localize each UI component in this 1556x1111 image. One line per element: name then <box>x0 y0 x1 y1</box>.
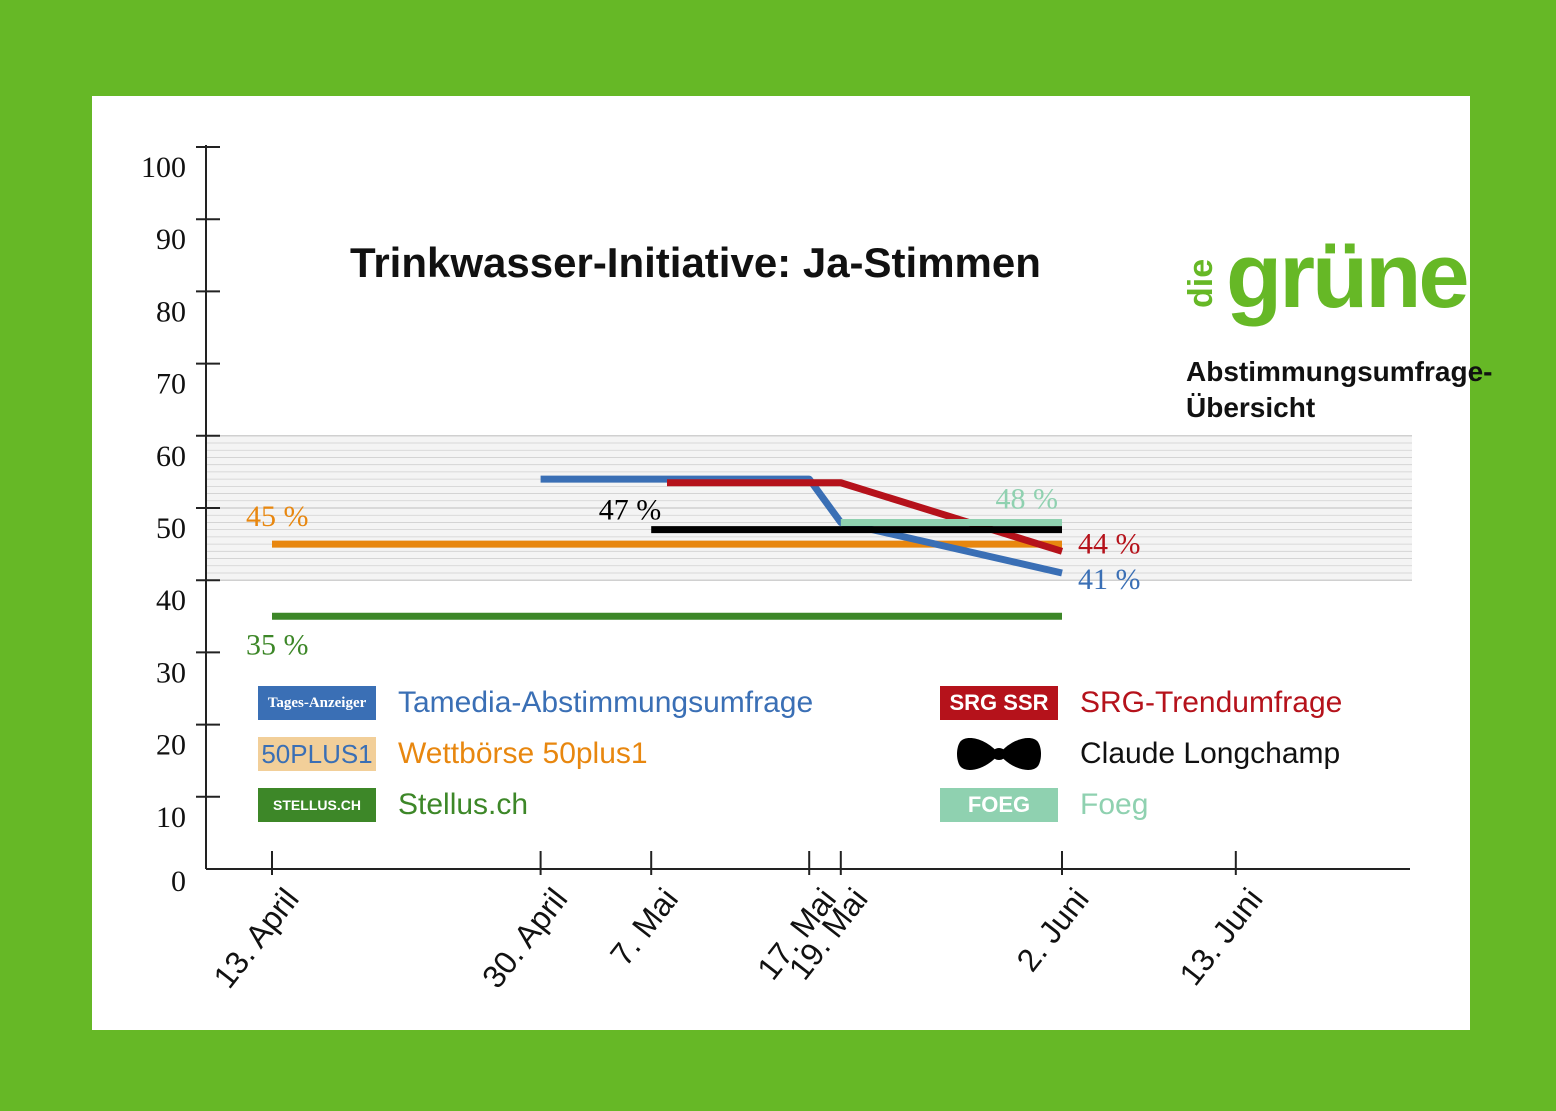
y-tick-label: 20 <box>156 729 186 762</box>
line-chart: 0 10 20 30 40 50 60 70 80 90 100 13. April 30. April… <box>141 145 1412 995</box>
50plus1-logo-icon: 50PLUS1 <box>258 737 376 771</box>
series-value-label: 44 % <box>1078 527 1141 560</box>
chart-card: 0 10 20 30 40 50 60 70 80 90 100 13. April 30. April… <box>92 96 1492 1030</box>
x-tick-label: 7. Mai <box>603 881 685 972</box>
subtitle: Abstimmungsumfrage- Übersicht <box>1186 354 1492 426</box>
logo-grune-text: grüne <box>1226 225 1470 327</box>
series-value-label: 47 % <box>599 494 662 527</box>
bow-tie-icon <box>940 737 1058 771</box>
y-tick-label: 60 <box>156 440 186 473</box>
x-tick-label: 13. Juni <box>1172 881 1269 991</box>
srg-ssr-logo-icon: SRG SSR <box>940 686 1058 720</box>
y-tick-label: 80 <box>156 295 186 328</box>
x-tick-label: 13. April <box>206 881 306 994</box>
legend-label: SRG-Trendumfrage <box>1080 686 1343 719</box>
subtitle-line-1: Abstimmungsumfrage- <box>1186 356 1493 387</box>
y-tick-label: 30 <box>156 656 186 689</box>
tages-anzeiger-logo-icon: Tages-Anzeiger <box>258 686 376 720</box>
y-tick-label: 40 <box>156 584 186 617</box>
y-tick-label: 0 <box>171 865 186 898</box>
legend-label: Tamedia-Abstimmungsumfrage <box>398 686 814 719</box>
legend-label: Claude Longchamp <box>1080 737 1341 770</box>
foeg-logo-icon: FOEG <box>940 788 1058 822</box>
series-value-label: 35 % <box>246 628 309 661</box>
die-grune-logo: die grüne <box>1182 225 1522 346</box>
y-tick-label: 90 <box>156 223 186 256</box>
legend-label: Foeg <box>1080 788 1149 821</box>
x-tick-label: 30. April <box>475 881 575 994</box>
series-value-label: 48 % <box>996 482 1059 515</box>
y-tick-label: 100 <box>141 151 186 184</box>
logo-die-text: die <box>1182 258 1220 308</box>
x-tick-label: 2. Juni <box>1009 881 1095 977</box>
legend-label: Wettbörse 50plus1 <box>398 737 648 770</box>
series-value-label: 41 % <box>1078 563 1141 596</box>
stellus-logo-icon: STELLUS.CH <box>258 788 376 822</box>
y-tick-label: 50 <box>156 512 186 545</box>
y-tick-label: 70 <box>156 368 186 401</box>
series-value-label: 45 % <box>246 500 309 533</box>
legend-label: Stellus.ch <box>398 788 529 821</box>
chart-title: Trinkwasser-Initiative: Ja-Stimmen <box>350 239 1041 286</box>
y-tick-label: 10 <box>156 801 186 834</box>
series-line-2 <box>540 475 1063 577</box>
subtitle-line-2: Übersicht <box>1186 392 1316 423</box>
